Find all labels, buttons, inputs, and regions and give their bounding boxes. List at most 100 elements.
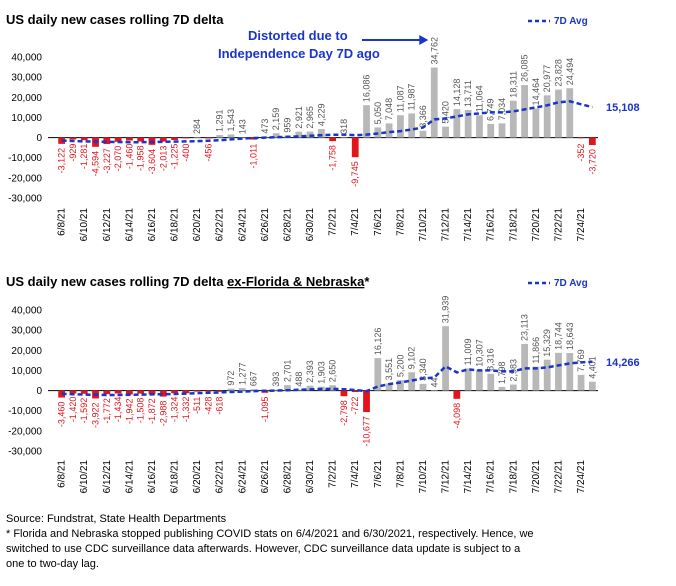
bar [543, 95, 551, 138]
bar-value-label: 2,701 [282, 360, 292, 383]
bar [442, 126, 449, 138]
bar-value-label: -1,772 [102, 398, 112, 424]
bar-value-label: -456 [203, 144, 213, 162]
bar-value-label: -3,122 [57, 148, 67, 174]
bar-value-label: -1,942 [124, 398, 134, 424]
bar-value-label: 2,965 [305, 106, 315, 129]
bar [351, 137, 359, 158]
bar-value-label: 13,711 [463, 80, 473, 107]
x-tick-label: 7/6/21 [373, 460, 384, 488]
footnote-line-3: one to two-day lag. [6, 558, 99, 570]
x-tick-label: 7/2/21 [328, 208, 339, 236]
bar [171, 390, 178, 394]
x-tick-label: 6/18/21 [170, 208, 181, 242]
bar-value-label: 284 [192, 119, 202, 134]
bar [137, 390, 145, 394]
x-tick-label: 7/4/21 [350, 208, 361, 236]
bar-value-label: 7,769 [576, 349, 586, 372]
bar-value-label: -2,988 [158, 401, 168, 427]
y-tick-label: 20,000 [11, 93, 42, 104]
bar [464, 368, 472, 391]
bar-value-label: 20,977 [542, 65, 552, 93]
bar-value-label: 1,543 [226, 109, 236, 132]
bar-value-label: -1,758 [328, 145, 338, 171]
bar-value-label: 3,340 [418, 358, 428, 381]
y-tick-label: 0 [36, 133, 42, 144]
bar-value-label: -400 [181, 144, 191, 162]
x-tick-label: 6/12/21 [102, 460, 113, 494]
x-tick-label: 6/8/21 [57, 208, 68, 236]
bar-value-label: 23,113 [520, 314, 530, 341]
bar [193, 136, 201, 138]
x-tick-label: 7/24/21 [576, 208, 587, 242]
chart-title: US daily new cases rolling 7D delta [6, 12, 224, 27]
x-tick-label: 7/22/21 [553, 208, 564, 242]
bar [453, 109, 461, 138]
bar [126, 390, 133, 395]
bar-value-label: 31,939 [441, 296, 451, 324]
x-tick-label: 7/12/21 [441, 208, 452, 242]
bar [227, 134, 235, 138]
chart-title-suffix: * [364, 274, 370, 289]
bar [227, 388, 235, 391]
x-tick-label: 6/30/21 [305, 208, 316, 242]
bar [340, 136, 348, 138]
x-tick-label: 7/6/21 [373, 208, 384, 236]
bar [498, 386, 506, 391]
bar-value-label: 24,494 [565, 58, 575, 86]
x-tick-label: 7/12/21 [441, 460, 452, 494]
bar-value-label: -4,098 [452, 403, 462, 429]
bar [397, 380, 404, 391]
x-tick-label: 7/20/21 [531, 208, 542, 242]
bar-value-label: 11,087 [395, 85, 405, 112]
bar-value-label: 7,048 [384, 98, 394, 121]
y-tick-label: -10,000 [8, 406, 42, 417]
bar [363, 390, 370, 413]
bar-value-label: 15,329 [542, 329, 552, 357]
x-tick-label: 6/10/21 [79, 460, 90, 494]
bar-value-label: -1,095 [260, 397, 270, 423]
x-tick-label: 7/24/21 [576, 460, 587, 494]
bar-value-label: 11,866 [531, 337, 541, 364]
bar [577, 137, 585, 139]
bar [430, 390, 438, 391]
bar-value-label: -1,508 [136, 398, 146, 424]
chart-us-daily-new-cases-ex-fl-ne: US daily new cases rolling 7D delta ex-F… [6, 274, 640, 494]
bar-value-label: 11,987 [407, 84, 417, 111]
chart-title-main: US daily new cases rolling 7D delta [6, 12, 224, 27]
notes: Source: Fundstrat, State Health Departme… [6, 512, 670, 572]
bar-value-label: 11,064 [474, 85, 484, 112]
bar-value-label: -1,460 [124, 144, 134, 170]
x-tick-label: 7/14/21 [463, 208, 474, 242]
bar [329, 137, 337, 142]
bar-value-label: -1,011 [249, 144, 259, 169]
bar-value-label: 18,744 [553, 322, 563, 350]
bar [476, 115, 483, 138]
bar [487, 123, 495, 138]
bar [69, 390, 77, 394]
bar [238, 387, 246, 391]
bar [182, 137, 190, 139]
bar-value-label: -1,434 [113, 397, 123, 423]
y-tick-label: 10,000 [11, 366, 42, 377]
x-tick-label: 7/2/21 [328, 460, 339, 488]
bar [419, 130, 427, 138]
x-tick-label: 7/16/21 [486, 208, 497, 242]
bar-value-label: 34,762 [429, 37, 439, 65]
x-tick-label: 6/30/21 [305, 460, 316, 494]
bar-value-label: 44 [429, 377, 439, 387]
annotation-arrow-head [419, 35, 429, 45]
bar-value-label: -10,677 [362, 416, 372, 447]
bar [103, 390, 111, 395]
annotation-line-1: Distorted due to [248, 28, 348, 43]
y-tick-label: 0 [36, 386, 42, 397]
x-tick-label: 6/20/21 [192, 460, 203, 494]
bar [126, 137, 133, 141]
bar [498, 123, 506, 138]
bar-value-label: 1,798 [497, 361, 507, 384]
x-tick-label: 7/10/21 [418, 460, 429, 494]
bar [509, 100, 517, 138]
x-tick-label: 6/10/21 [79, 208, 90, 242]
bar [205, 137, 212, 139]
y-tick-label: -20,000 [8, 426, 42, 437]
